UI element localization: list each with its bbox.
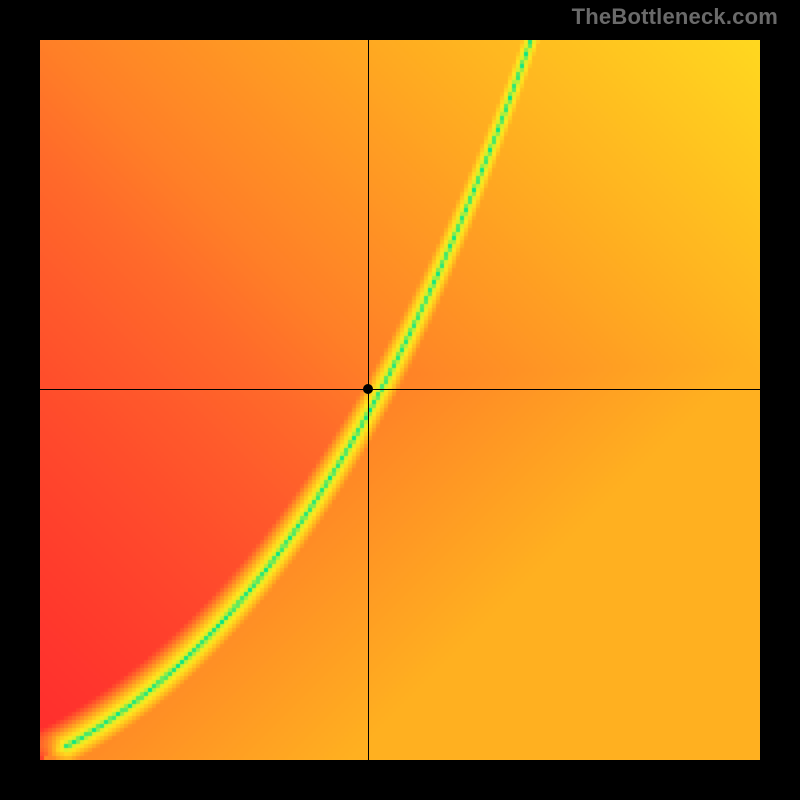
bottleneck-heatmap (40, 40, 760, 760)
attribution-text: TheBottleneck.com (572, 4, 778, 30)
frame: TheBottleneck.com (0, 0, 800, 800)
plot-area (40, 40, 760, 760)
